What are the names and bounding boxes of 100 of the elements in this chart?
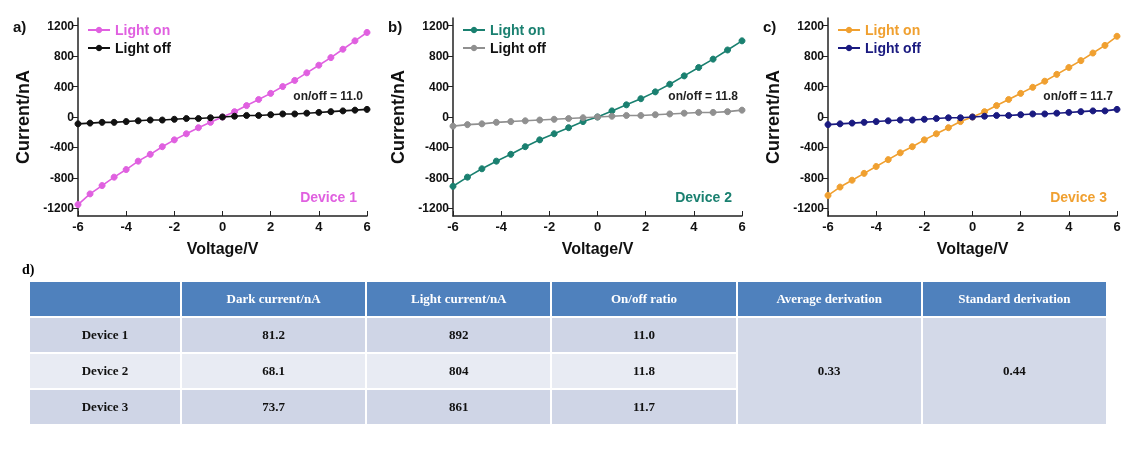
- text: 11.8: [632, 363, 655, 378]
- point: [637, 111, 645, 119]
- legend-label: Light off: [865, 40, 922, 56]
- point: [536, 116, 544, 124]
- y-tick-label: 1200: [797, 18, 825, 33]
- y-tick-label: 0: [817, 110, 825, 124]
- x-tick-label: -4: [120, 219, 133, 234]
- point: [478, 165, 486, 173]
- point: [267, 111, 275, 119]
- point: [194, 115, 202, 123]
- point: [1053, 109, 1061, 117]
- point: [1005, 95, 1013, 103]
- x-tick-label: 6: [1113, 219, 1121, 234]
- x-tick-label: -2: [543, 219, 556, 234]
- point: [363, 105, 371, 113]
- y-tick-label: 0: [442, 110, 450, 124]
- category-label: Device 3: [81, 399, 129, 414]
- point: [363, 28, 371, 36]
- point: [158, 143, 166, 151]
- point: [1113, 105, 1121, 113]
- y-tick-label: -400: [49, 140, 75, 155]
- x-tick-label: 6: [738, 219, 746, 234]
- point: [1065, 64, 1073, 71]
- y-tick-label: -1200: [793, 201, 825, 216]
- point: [860, 169, 868, 177]
- point: [122, 118, 130, 126]
- point: [255, 95, 263, 103]
- point: [134, 117, 142, 125]
- y-tick-label: -1200: [43, 201, 75, 216]
- point: [279, 83, 287, 91]
- point: [651, 111, 659, 119]
- point: [449, 182, 457, 190]
- y-axis-title: Current/nA: [388, 70, 409, 164]
- point: [709, 108, 717, 116]
- point: [279, 110, 287, 118]
- text: 73.7: [262, 399, 285, 414]
- point: [666, 110, 674, 118]
- point: [243, 111, 251, 119]
- point: [315, 108, 323, 116]
- legend-label: Light on: [115, 22, 171, 38]
- point: [651, 88, 659, 96]
- point: [536, 136, 544, 144]
- point: [944, 114, 952, 122]
- point: [608, 112, 616, 120]
- point: [565, 124, 573, 132]
- text: 68.1: [262, 363, 285, 378]
- point: [1113, 32, 1121, 40]
- y-tick-label: 800: [803, 49, 825, 64]
- x-tick-label: 0: [218, 219, 227, 234]
- point: [1077, 108, 1085, 116]
- x-tick-label: -2: [168, 219, 181, 234]
- point: [724, 46, 732, 54]
- point: [724, 108, 732, 116]
- category-label: Dark current/nA: [181, 281, 367, 317]
- y-tick-label: 400: [428, 79, 450, 94]
- text: 804: [449, 363, 469, 378]
- point: [122, 166, 130, 174]
- point: [920, 115, 928, 123]
- x-tick-label: -6: [72, 219, 84, 234]
- point: [872, 163, 880, 170]
- point: [848, 119, 856, 127]
- point: [824, 121, 832, 129]
- category-label: Device 2: [81, 363, 129, 378]
- point: [908, 143, 916, 151]
- point: [738, 37, 746, 45]
- y-tick-label: -1200: [418, 201, 450, 216]
- point: [884, 117, 892, 125]
- point: [98, 182, 106, 190]
- point: [1089, 107, 1097, 115]
- x-axis-title: Voltage/V: [186, 239, 259, 257]
- x-tick-label: 6: [363, 219, 371, 234]
- point: [521, 117, 529, 125]
- y-tick-label: 400: [803, 79, 825, 94]
- text: 861: [449, 399, 469, 414]
- y-tick-label: -800: [424, 170, 450, 185]
- point: [255, 111, 263, 119]
- point: [908, 116, 916, 124]
- chart-title: c): [763, 18, 777, 35]
- point: [492, 118, 500, 126]
- point: [1053, 70, 1061, 78]
- y-tick-label: 1200: [47, 18, 75, 33]
- point: [1089, 49, 1097, 57]
- point: [478, 120, 486, 128]
- y-tick-label: 800: [428, 49, 450, 64]
- text: d): [22, 262, 35, 278]
- point: [1101, 107, 1109, 115]
- annotation: on/off = 11.0: [293, 89, 364, 103]
- point: [463, 173, 471, 181]
- x-axis-title: Voltage/V: [936, 239, 1009, 257]
- text: 81.2: [262, 327, 285, 342]
- category-label: Device 1: [81, 327, 129, 342]
- point: [1077, 57, 1085, 65]
- point: [206, 114, 214, 122]
- point: [86, 190, 94, 198]
- point: [680, 72, 688, 80]
- legend-label: Light off: [490, 40, 547, 56]
- point: [622, 101, 630, 109]
- category-label: Average derivation: [736, 281, 922, 317]
- x-tick-label: 4: [1065, 219, 1074, 234]
- annotation: on/off = 11.8: [668, 89, 739, 103]
